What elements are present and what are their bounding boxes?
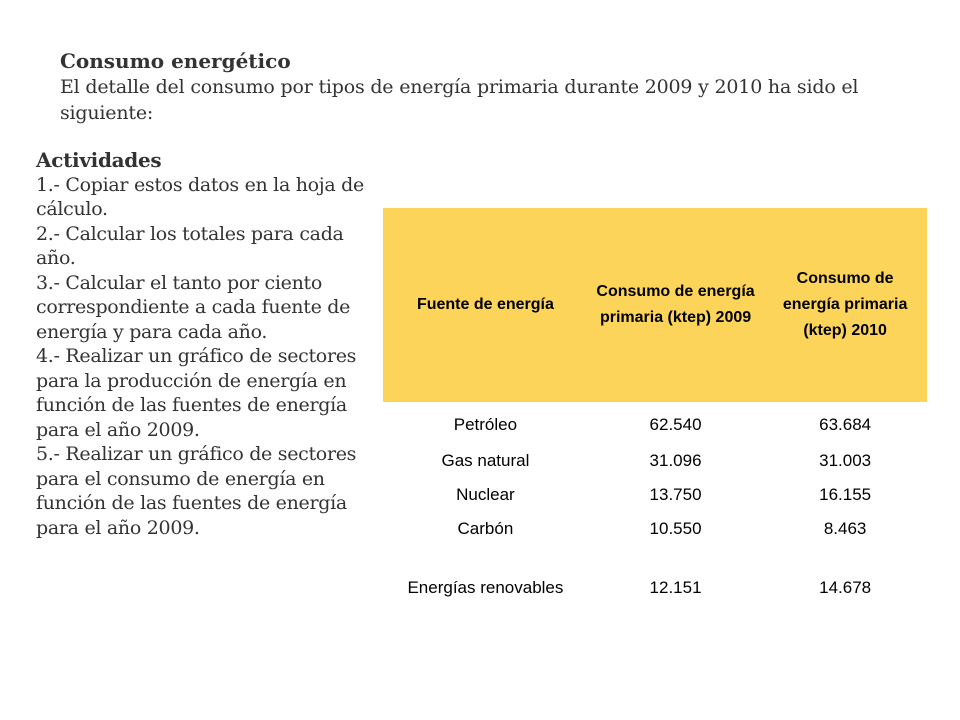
activity-item-1: 1.- Copiar estos datos en la hoja de cál… <box>36 173 364 221</box>
header-2009: Consumo de energía primaria (ktep) 2009 <box>587 208 764 402</box>
activity-item-4: 4.- Realizar un gráfico de sectores para… <box>36 345 357 441</box>
cell-2009: 13.750 <box>649 485 702 504</box>
table-header-row: Fuente de energía Consumo de energía pri… <box>383 208 927 402</box>
cell-2009: 62.540 <box>649 415 702 434</box>
table-row: Gas natural 31.096 31.003 <box>383 444 927 478</box>
cell-source: Petróleo <box>453 415 518 434</box>
table-row: Petróleo 62.540 63.684 <box>383 402 927 444</box>
cell-2010: 31.003 <box>819 451 872 470</box>
header-2010: Consumo de energía primaria (ktep) 2010 <box>763 208 927 402</box>
header-source: Fuente de energía <box>383 208 588 402</box>
cell-source: Energías renovables <box>407 578 564 597</box>
heading-block: Consumo energético El detalle del consum… <box>60 48 900 126</box>
cell-2010: 63.684 <box>819 415 872 434</box>
activities-section: Actividades 1.- Copiar estos datos en la… <box>36 148 376 540</box>
cell-2010: 14.678 <box>819 578 872 597</box>
cell-2009: 31.096 <box>649 451 702 470</box>
table-row: Nuclear 13.750 16.155 <box>383 478 927 512</box>
energy-consumption-table: Fuente de energía Consumo de energía pri… <box>383 208 927 616</box>
cell-source: Gas natural <box>441 451 530 470</box>
intro-text: El detalle del consumo por tipos de ener… <box>60 76 859 124</box>
page-title: Consumo energético <box>60 49 291 73</box>
activity-item-5: 5.- Realizar un gráfico de sectores para… <box>36 443 357 539</box>
cell-2009: 12.151 <box>649 578 702 597</box>
activity-item-3: 3.- Calcular el tanto por ciento corresp… <box>36 271 351 343</box>
cell-2010: 8.463 <box>823 519 867 538</box>
cell-source: Nuclear <box>456 485 515 504</box>
cell-2009: 10.550 <box>649 519 702 538</box>
table-row: Carbón 10.550 8.463 <box>383 512 927 546</box>
cell-source: Carbón <box>457 519 514 538</box>
cell-2010: 16.155 <box>819 485 872 504</box>
activities-title: Actividades <box>36 148 162 172</box>
table-row: Energías renovables 12.151 14.678 <box>383 546 927 616</box>
activity-item-2: 2.- Calcular los totales para cada año. <box>36 222 344 270</box>
